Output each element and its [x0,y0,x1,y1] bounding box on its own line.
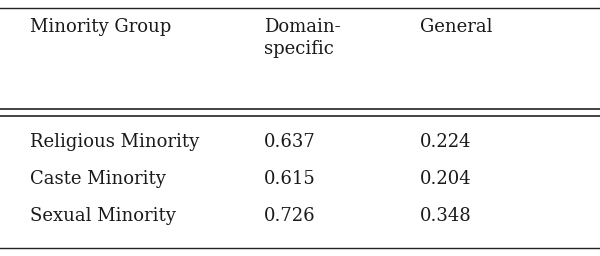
Text: 0.637: 0.637 [264,133,316,151]
Text: General: General [420,18,493,36]
Text: 0.615: 0.615 [264,170,316,188]
Text: Caste Minority: Caste Minority [30,170,166,188]
Text: Domain-
specific: Domain- specific [264,18,341,58]
Text: Religious Minority: Religious Minority [30,133,199,151]
Text: 0.224: 0.224 [420,133,472,151]
Text: 0.348: 0.348 [420,207,472,225]
Text: 0.204: 0.204 [420,170,472,188]
Text: 0.726: 0.726 [264,207,316,225]
Text: Sexual Minority: Sexual Minority [30,207,176,225]
Text: Minority Group: Minority Group [30,18,171,36]
